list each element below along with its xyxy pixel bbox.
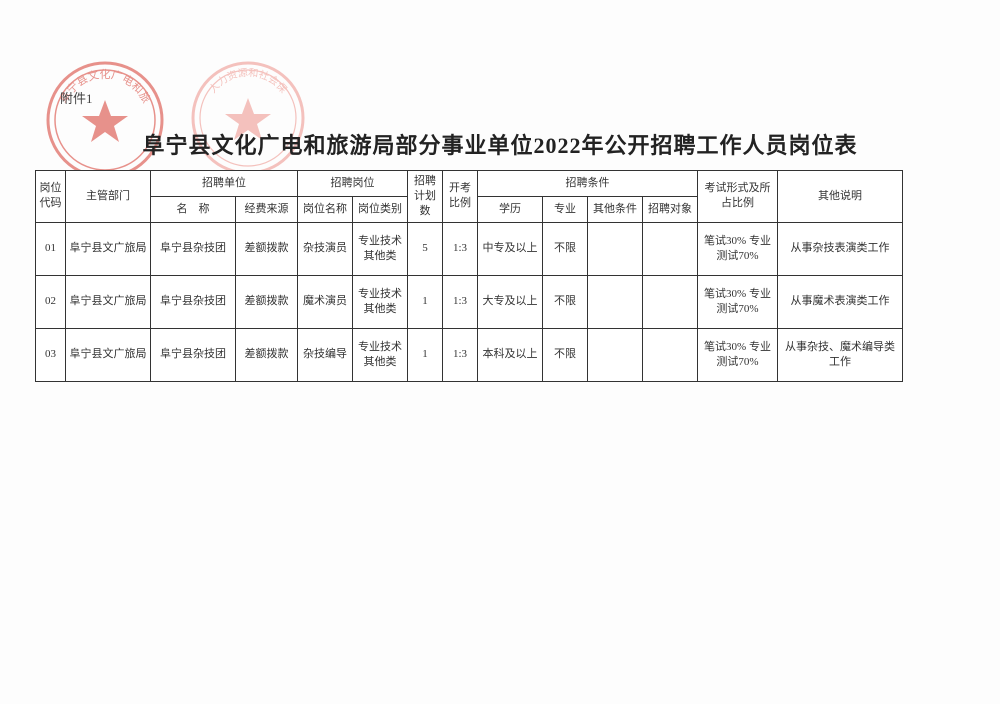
cell-ratio: 1:3 bbox=[443, 275, 478, 328]
cell-post_name: 杂技编导 bbox=[298, 328, 353, 381]
cell-target bbox=[643, 328, 698, 381]
cell-major: 不限 bbox=[543, 222, 588, 275]
cell-dept: 阜宁县文广旅局 bbox=[66, 328, 151, 381]
cell-other_req bbox=[588, 275, 643, 328]
h-recruit-unit: 招聘单位 bbox=[151, 171, 298, 197]
cell-code: 02 bbox=[36, 275, 66, 328]
cell-post_type: 专业技术其他类 bbox=[353, 328, 408, 381]
cell-edu: 本科及以上 bbox=[478, 328, 543, 381]
cell-unit: 阜宁县杂技团 bbox=[151, 275, 236, 328]
header-row-1: 岗位代码 主管部门 招聘单位 招聘岗位 招聘计划数 开考比例 招聘条件 考试形式… bbox=[36, 171, 903, 197]
cell-post_name: 杂技演员 bbox=[298, 222, 353, 275]
cell-ratio: 1:3 bbox=[443, 328, 478, 381]
h-post-name: 岗位名称 bbox=[298, 196, 353, 222]
cell-dept: 阜宁县文广旅局 bbox=[66, 275, 151, 328]
h-remark: 其他说明 bbox=[778, 171, 903, 223]
cell-post_name: 魔术演员 bbox=[298, 275, 353, 328]
h-recruit-post: 招聘岗位 bbox=[298, 171, 408, 197]
cell-post_type: 专业技术其他类 bbox=[353, 222, 408, 275]
cell-plan: 1 bbox=[408, 328, 443, 381]
table-row: 03阜宁县文广旅局阜宁县杂技团差额拨款杂技编导专业技术其他类11:3本科及以上不… bbox=[36, 328, 903, 381]
h-exam: 考试形式及所占比例 bbox=[698, 171, 778, 223]
cell-edu: 大专及以上 bbox=[478, 275, 543, 328]
cell-unit: 阜宁县杂技团 bbox=[151, 328, 236, 381]
cell-edu: 中专及以上 bbox=[478, 222, 543, 275]
cell-code: 03 bbox=[36, 328, 66, 381]
cell-unit: 阜宁县杂技团 bbox=[151, 222, 236, 275]
cell-plan: 1 bbox=[408, 275, 443, 328]
h-target: 招聘对象 bbox=[643, 196, 698, 222]
page-title: 阜宁县文化广电和旅游局部分事业单位2022年公开招聘工作人员岗位表 bbox=[0, 128, 1000, 160]
cell-plan: 5 bbox=[408, 222, 443, 275]
cell-remark: 从事魔术表演类工作 bbox=[778, 275, 903, 328]
cell-other_req bbox=[588, 328, 643, 381]
cell-other_req bbox=[588, 222, 643, 275]
cell-target bbox=[643, 275, 698, 328]
cell-fund: 差额拨款 bbox=[236, 222, 298, 275]
cell-target bbox=[643, 222, 698, 275]
table-row: 02阜宁县文广旅局阜宁县杂技团差额拨款魔术演员专业技术其他类11:3大专及以上不… bbox=[36, 275, 903, 328]
cell-exam: 笔试30% 专业测试70% bbox=[698, 275, 778, 328]
job-table-container: 岗位代码 主管部门 招聘单位 招聘岗位 招聘计划数 开考比例 招聘条件 考试形式… bbox=[35, 170, 903, 382]
job-table: 岗位代码 主管部门 招聘单位 招聘岗位 招聘计划数 开考比例 招聘条件 考试形式… bbox=[35, 170, 903, 382]
cell-exam: 笔试30% 专业测试70% bbox=[698, 328, 778, 381]
h-code: 岗位代码 bbox=[36, 171, 66, 223]
h-req: 招聘条件 bbox=[478, 171, 698, 197]
cell-remark: 从事杂技、魔术编导类工作 bbox=[778, 328, 903, 381]
h-ratio: 开考比例 bbox=[443, 171, 478, 223]
cell-code: 01 bbox=[36, 222, 66, 275]
table-row: 01阜宁县文广旅局阜宁县杂技团差额拨款杂技演员专业技术其他类51:3中专及以上不… bbox=[36, 222, 903, 275]
h-unit-name: 名 称 bbox=[151, 196, 236, 222]
h-edu: 学历 bbox=[478, 196, 543, 222]
cell-post_type: 专业技术其他类 bbox=[353, 275, 408, 328]
cell-major: 不限 bbox=[543, 275, 588, 328]
job-table-body: 01阜宁县文广旅局阜宁县杂技团差额拨款杂技演员专业技术其他类51:3中专及以上不… bbox=[36, 222, 903, 381]
cell-remark: 从事杂技表演类工作 bbox=[778, 222, 903, 275]
cell-fund: 差额拨款 bbox=[236, 275, 298, 328]
official-seal-left: 阜宁县文化广电和旅 bbox=[45, 60, 165, 180]
cell-fund: 差额拨款 bbox=[236, 328, 298, 381]
cell-ratio: 1:3 bbox=[443, 222, 478, 275]
h-post-type: 岗位类别 bbox=[353, 196, 408, 222]
h-fund: 经费来源 bbox=[236, 196, 298, 222]
h-dept: 主管部门 bbox=[66, 171, 151, 223]
h-plan: 招聘计划数 bbox=[408, 171, 443, 223]
cell-dept: 阜宁县文广旅局 bbox=[66, 222, 151, 275]
attachment-label: 附件1 bbox=[60, 88, 93, 107]
cell-major: 不限 bbox=[543, 328, 588, 381]
cell-exam: 笔试30% 专业测试70% bbox=[698, 222, 778, 275]
h-other-req: 其他条件 bbox=[588, 196, 643, 222]
h-major: 专业 bbox=[543, 196, 588, 222]
